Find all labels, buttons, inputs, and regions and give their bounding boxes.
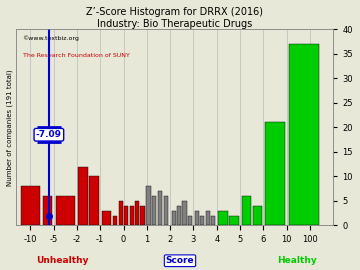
Text: -7.09: -7.09: [36, 130, 62, 139]
Bar: [242, 196, 251, 225]
Text: Unhealthy: Unhealthy: [36, 256, 89, 265]
Bar: [289, 44, 319, 225]
Text: The Research Foundation of SUNY: The Research Foundation of SUNY: [23, 53, 130, 58]
Bar: [253, 206, 262, 225]
Bar: [188, 216, 192, 225]
Bar: [130, 206, 134, 225]
Bar: [219, 211, 228, 225]
Y-axis label: Number of companies (191 total): Number of companies (191 total): [7, 69, 13, 186]
Bar: [265, 123, 285, 225]
Text: ©www.textbiz.org: ©www.textbiz.org: [23, 35, 80, 41]
Bar: [211, 216, 215, 225]
Bar: [152, 196, 157, 225]
Bar: [158, 191, 162, 225]
Text: Healthy: Healthy: [277, 256, 317, 265]
Bar: [135, 201, 139, 225]
Bar: [140, 206, 145, 225]
Bar: [183, 201, 187, 225]
Bar: [171, 211, 176, 225]
Text: Score: Score: [166, 256, 194, 265]
Title: Z’-Score Histogram for DRRX (2016)
Industry: Bio Therapeutic Drugs: Z’-Score Histogram for DRRX (2016) Indus…: [86, 7, 263, 29]
Bar: [89, 176, 99, 225]
Bar: [229, 216, 239, 225]
Bar: [124, 206, 129, 225]
Bar: [200, 216, 204, 225]
Bar: [177, 206, 181, 225]
Bar: [78, 167, 87, 225]
Bar: [44, 196, 52, 225]
Bar: [146, 186, 151, 225]
Bar: [55, 196, 75, 225]
Bar: [195, 211, 199, 225]
Bar: [118, 201, 123, 225]
Bar: [21, 186, 40, 225]
Bar: [206, 211, 210, 225]
Bar: [113, 216, 117, 225]
Bar: [102, 211, 111, 225]
Bar: [164, 196, 168, 225]
